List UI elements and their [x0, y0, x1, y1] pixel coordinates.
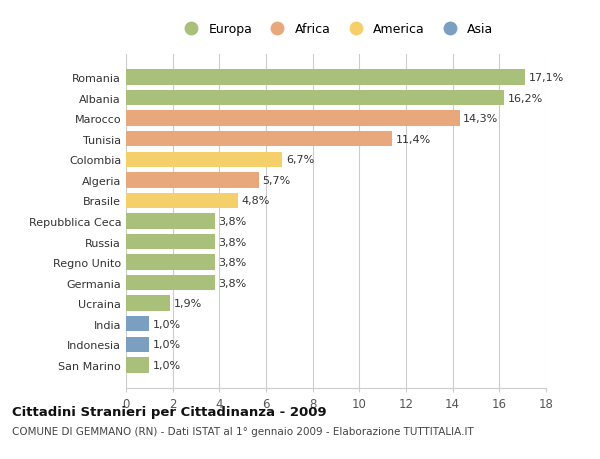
- Text: 3,8%: 3,8%: [218, 257, 247, 268]
- Text: 3,8%: 3,8%: [218, 217, 247, 226]
- Bar: [126, 214, 215, 229]
- Bar: [126, 337, 149, 352]
- Text: 3,8%: 3,8%: [218, 237, 247, 247]
- Bar: [126, 152, 283, 168]
- Text: 3,8%: 3,8%: [218, 278, 247, 288]
- Bar: [126, 173, 259, 188]
- Text: 17,1%: 17,1%: [529, 73, 564, 83]
- Text: 5,7%: 5,7%: [263, 175, 291, 185]
- Bar: [126, 111, 460, 127]
- Bar: [126, 296, 170, 311]
- Text: 1,0%: 1,0%: [153, 340, 181, 349]
- Bar: [126, 358, 149, 373]
- Text: 1,0%: 1,0%: [153, 319, 181, 329]
- Text: Cittadini Stranieri per Cittadinanza - 2009: Cittadini Stranieri per Cittadinanza - 2…: [12, 405, 326, 419]
- Text: 16,2%: 16,2%: [508, 94, 543, 103]
- Bar: [126, 91, 504, 106]
- Bar: [126, 255, 215, 270]
- Legend: Europa, Africa, America, Asia: Europa, Africa, America, Asia: [173, 18, 499, 41]
- Text: COMUNE DI GEMMANO (RN) - Dati ISTAT al 1° gennaio 2009 - Elaborazione TUTTITALIA: COMUNE DI GEMMANO (RN) - Dati ISTAT al 1…: [12, 426, 474, 436]
- Text: 4,8%: 4,8%: [241, 196, 270, 206]
- Bar: [126, 234, 215, 250]
- Bar: [126, 275, 215, 291]
- Text: 14,3%: 14,3%: [463, 114, 499, 124]
- Bar: [126, 316, 149, 332]
- Bar: [126, 70, 525, 85]
- Text: 11,4%: 11,4%: [395, 134, 431, 145]
- Text: 1,9%: 1,9%: [174, 298, 202, 308]
- Text: 6,7%: 6,7%: [286, 155, 314, 165]
- Bar: [126, 132, 392, 147]
- Text: 1,0%: 1,0%: [153, 360, 181, 370]
- Bar: [126, 193, 238, 209]
